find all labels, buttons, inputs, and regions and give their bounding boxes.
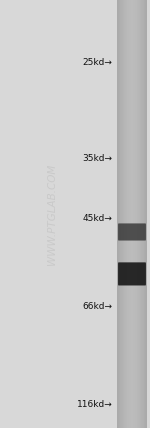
Bar (117, 0, 147, 428)
Text: 45kd→: 45kd→ (83, 214, 112, 223)
Text: 116kd→: 116kd→ (77, 400, 112, 409)
Text: WWW.PTGLAB.COM: WWW.PTGLAB.COM (48, 163, 57, 265)
Text: 25kd→: 25kd→ (83, 57, 112, 67)
FancyBboxPatch shape (118, 262, 146, 285)
Text: 66kd→: 66kd→ (82, 301, 112, 311)
FancyBboxPatch shape (118, 223, 146, 241)
Text: 35kd→: 35kd→ (82, 154, 112, 163)
